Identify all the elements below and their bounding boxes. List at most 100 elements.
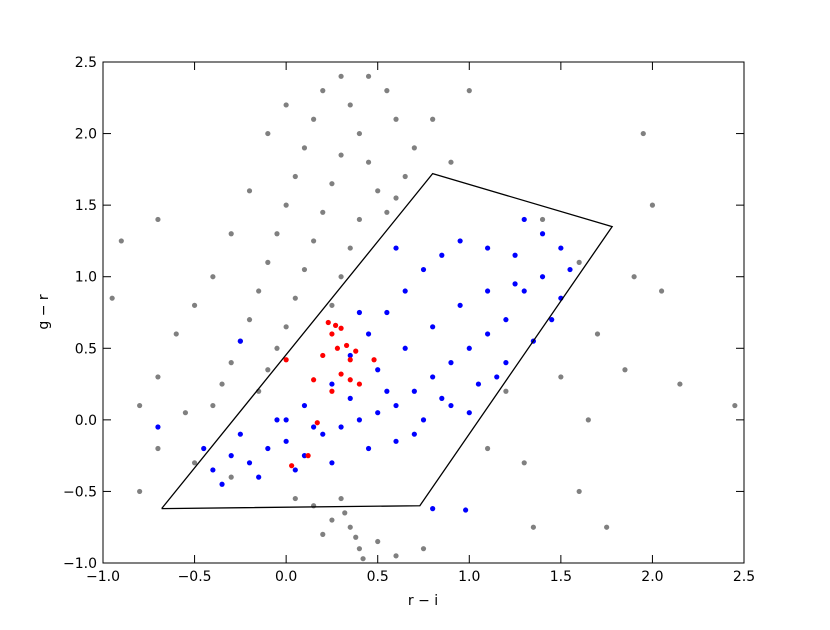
point [320,88,326,94]
point [329,388,335,394]
y-tick-label: 0.0 [75,413,97,429]
point [283,102,289,108]
point [191,302,198,308]
point [353,348,359,354]
point [356,309,362,316]
point [365,331,372,337]
point [622,367,628,373]
point [576,259,582,265]
point [393,116,399,122]
point [320,431,326,437]
point [485,245,491,251]
point [301,266,308,273]
x-tick-label: 2.0 [641,569,663,585]
point [356,417,362,423]
point [311,116,317,122]
point [393,245,399,251]
point [347,524,353,530]
point [228,453,234,459]
point [393,438,399,444]
point [457,302,463,308]
point [384,209,390,215]
point [475,381,482,387]
x-tick-label: 1.0 [458,569,480,585]
y-tick-label: 1.5 [75,198,97,214]
point [332,322,339,328]
point [594,331,601,337]
x-tick-label: 1.5 [550,569,572,585]
point [338,73,344,79]
point [558,245,564,251]
point [521,216,527,223]
point [292,495,298,502]
point [356,546,362,552]
point [246,188,253,194]
y-tick-label: 0.5 [75,341,97,357]
point [466,345,472,351]
point [503,317,509,323]
point [485,331,491,337]
point [631,274,637,280]
point [311,238,317,244]
point [356,381,362,387]
point [173,331,179,337]
point [430,116,436,122]
point [246,317,253,323]
selection-outline [161,172,614,510]
point [411,145,417,151]
point [347,395,353,401]
plot-frame [102,61,745,564]
point [640,130,646,137]
point [439,395,445,401]
point [292,173,298,180]
point [457,238,463,244]
y-tick-label: 2.5 [75,55,97,71]
point [393,195,399,201]
point [283,357,289,363]
point [539,274,546,280]
point [191,460,198,466]
point [347,352,353,359]
point [512,252,518,258]
point [305,453,311,459]
y-tick-label: 2.0 [75,127,97,143]
point [338,152,344,158]
point [585,417,591,423]
point [210,467,216,473]
y-axis-label: g − r [36,294,52,330]
y-tick-label: −0.5 [63,484,97,500]
point [393,553,399,559]
point [265,445,271,452]
point [430,506,436,512]
point [338,371,344,377]
point [384,88,390,94]
point [485,288,491,294]
point [347,245,353,251]
point [301,453,308,459]
point [347,377,353,383]
point [329,331,335,337]
point [256,288,262,294]
point [448,402,454,409]
point [219,481,225,487]
point [384,309,390,316]
point [448,159,454,165]
point [210,274,216,280]
x-tick-label: −1.0 [86,569,120,585]
point [677,381,683,387]
point [411,431,417,437]
point [420,546,427,552]
point [521,460,527,466]
point [439,252,445,258]
point [338,274,344,280]
point [375,538,381,545]
point [463,507,469,513]
point [402,345,408,351]
point [430,374,436,380]
point [311,424,317,430]
x-axis-label: r − i [408,593,438,609]
point [329,302,335,308]
point [201,445,207,452]
point [289,463,295,469]
point [329,181,335,187]
